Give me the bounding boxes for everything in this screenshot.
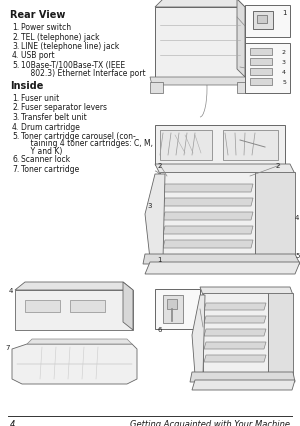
Polygon shape — [237, 0, 245, 78]
Polygon shape — [203, 294, 268, 377]
Text: 2: 2 — [282, 50, 286, 55]
Polygon shape — [192, 380, 295, 390]
Polygon shape — [155, 8, 245, 78]
Polygon shape — [15, 282, 133, 290]
Text: 5: 5 — [282, 80, 286, 85]
Polygon shape — [192, 295, 205, 375]
Text: 4.: 4. — [12, 122, 19, 131]
Bar — [155, 126, 285, 166]
Text: 1: 1 — [283, 10, 287, 16]
Polygon shape — [255, 173, 295, 259]
Text: 7.: 7. — [12, 164, 19, 173]
Text: 5.: 5. — [12, 61, 19, 70]
Polygon shape — [150, 78, 250, 86]
Text: 5: 5 — [295, 253, 299, 259]
Ellipse shape — [120, 352, 130, 380]
Bar — [155, 289, 200, 329]
Polygon shape — [155, 0, 245, 8]
Bar — [70, 300, 105, 312]
Text: 4: 4 — [282, 70, 286, 75]
Text: 3: 3 — [282, 60, 286, 65]
Text: 4.: 4. — [12, 52, 19, 60]
Text: Transfer belt unit: Transfer belt unit — [21, 113, 87, 122]
Bar — [223, 131, 278, 161]
Text: LINE (telephone line) jack: LINE (telephone line) jack — [21, 42, 119, 51]
Text: Getting Acquainted with Your Machine: Getting Acquainted with Your Machine — [130, 419, 290, 426]
Text: Drum cartridge: Drum cartridge — [21, 122, 80, 131]
Ellipse shape — [19, 352, 29, 380]
Bar — [160, 131, 212, 161]
Polygon shape — [204, 303, 266, 310]
Text: 4: 4 — [9, 287, 13, 294]
Polygon shape — [155, 164, 295, 175]
Bar — [253, 12, 273, 30]
Polygon shape — [204, 355, 266, 362]
Bar — [250, 49, 272, 56]
Polygon shape — [190, 372, 295, 382]
Polygon shape — [204, 316, 266, 323]
Text: 2: 2 — [276, 163, 280, 169]
Text: Scanner lock: Scanner lock — [21, 155, 70, 164]
Text: 4: 4 — [10, 419, 15, 426]
Polygon shape — [27, 339, 132, 344]
Bar — [250, 69, 272, 76]
Text: Fuser separator levers: Fuser separator levers — [21, 103, 107, 112]
Bar — [25, 300, 60, 312]
Text: 5.: 5. — [12, 132, 19, 141]
Text: Y and K): Y and K) — [21, 147, 62, 155]
Bar — [250, 79, 272, 86]
Text: 802.3) Ethernet Interface port: 802.3) Ethernet Interface port — [21, 68, 146, 77]
Text: Power switch: Power switch — [21, 23, 71, 32]
Text: 1.: 1. — [12, 94, 19, 103]
Text: 3: 3 — [147, 202, 152, 208]
Text: 7: 7 — [5, 344, 10, 350]
Text: Toner cartridge carousel (con-: Toner cartridge carousel (con- — [21, 132, 136, 141]
Bar — [163, 295, 183, 323]
Polygon shape — [200, 287, 293, 295]
Polygon shape — [143, 254, 300, 265]
Polygon shape — [123, 282, 133, 330]
Polygon shape — [204, 342, 266, 349]
Polygon shape — [163, 199, 253, 207]
Text: taining 4 toner cartridges: C, M,: taining 4 toner cartridges: C, M, — [21, 139, 153, 148]
Text: Rear View: Rear View — [10, 10, 65, 20]
Text: 4: 4 — [295, 215, 299, 221]
Text: 2.: 2. — [12, 32, 19, 41]
Text: USB port: USB port — [21, 52, 55, 60]
Bar — [257, 16, 267, 24]
Text: 2: 2 — [158, 163, 162, 169]
Text: TEL (telephone) jack: TEL (telephone) jack — [21, 32, 100, 41]
Polygon shape — [204, 329, 266, 336]
Text: 3.: 3. — [12, 42, 19, 51]
Polygon shape — [12, 344, 137, 384]
Bar — [250, 59, 272, 66]
Polygon shape — [163, 184, 253, 193]
Polygon shape — [268, 294, 293, 377]
Text: Fuser unit: Fuser unit — [21, 94, 59, 103]
Text: Toner cartridge: Toner cartridge — [21, 164, 79, 173]
Polygon shape — [145, 175, 165, 259]
Polygon shape — [163, 240, 253, 248]
Text: 2.: 2. — [12, 103, 19, 112]
Text: 1.: 1. — [12, 23, 19, 32]
Text: 6: 6 — [157, 326, 161, 332]
Polygon shape — [145, 262, 300, 274]
Text: 10Base-T/100Base-TX (IEEE: 10Base-T/100Base-TX (IEEE — [21, 61, 125, 70]
Text: 1: 1 — [157, 256, 161, 262]
Text: 3.: 3. — [12, 113, 19, 122]
Polygon shape — [163, 213, 253, 221]
Bar — [167, 299, 177, 309]
Text: Inside: Inside — [10, 81, 43, 91]
Polygon shape — [160, 173, 255, 259]
Polygon shape — [15, 290, 133, 330]
Ellipse shape — [60, 307, 88, 317]
Polygon shape — [150, 83, 163, 94]
Bar — [245, 6, 290, 38]
Bar — [245, 44, 290, 94]
Polygon shape — [163, 227, 253, 234]
Text: 6.: 6. — [12, 155, 19, 164]
Polygon shape — [237, 83, 250, 94]
